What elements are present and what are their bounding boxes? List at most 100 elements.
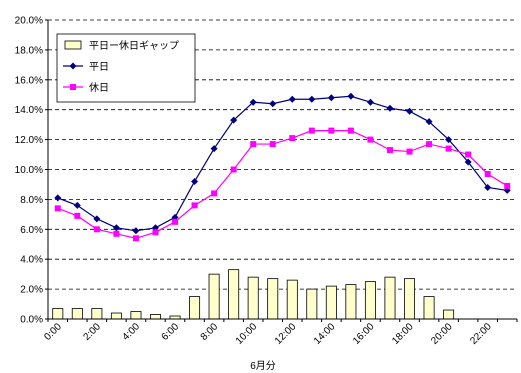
gap-bar [306,288,318,320]
weekday-point [132,227,140,235]
holiday-point [426,141,433,148]
y-tick-label: 4.0% [20,255,43,266]
gap-bar [149,314,161,320]
x-tick-labels: 0:00 2:00 4:00 6:00 8:00 10:00 12:00 14:00 16:00… [42,321,494,347]
axes [45,19,518,322]
holiday-point [406,148,413,155]
y-tick-label: 6.0% [20,225,43,236]
weekday-point [73,201,81,209]
holiday-point [172,218,179,225]
x-tick-label: 10:00 [234,321,260,347]
weekday-point [93,215,101,223]
y-tick-labels: 0.0% 2.0% 4.0% 6.0% 8.0% 10.0% 12.0% 14.0% 16.0%… [15,16,43,326]
legend-label: 休日 [89,82,109,94]
weekday-point [288,95,296,103]
gap-bar [91,308,103,320]
y-tick-label: 0.0% [20,315,43,326]
gap-bar [110,312,122,320]
y-tick-label: 14.0% [15,105,43,116]
holiday-point [191,202,198,209]
gap-bar [384,276,396,320]
x-axis-title: 6月分 [250,360,276,372]
gap-bar [208,273,220,320]
x-tick-label: 0:00 [42,321,64,343]
weekday-point [308,95,316,103]
series-line [57,95,508,232]
y-tick-label: 16.0% [15,75,43,86]
gap-bar [52,308,64,320]
holiday-point [465,151,472,158]
holiday-point [269,141,276,148]
gap-bar [286,279,298,320]
gap-bar [404,278,416,320]
legend-marker-holiday [70,84,76,90]
x-tick-label: 8:00 [199,321,221,343]
weekday-point [366,98,374,106]
x-tick-label: 4:00 [121,321,143,343]
weekday-point [484,183,492,191]
gap-bar [189,296,201,320]
holiday-point [152,229,159,236]
holiday-point [289,135,296,142]
holiday-point [211,190,218,197]
y-tick-label: 10.0% [15,165,43,176]
holiday-point [504,182,511,189]
holiday-point [93,226,100,233]
holiday-point [347,127,354,134]
x-tick-label: 16:00 [351,321,377,347]
holiday-point [367,136,374,143]
x-tick-label: 6:00 [160,321,182,343]
x-tick-label: 12:00 [273,321,299,347]
legend-label: 平日ー休日ギャップ [89,40,179,52]
gap-bar [443,309,455,320]
series-lines [54,92,511,242]
gap-bar [71,308,83,320]
weekday-point [347,92,355,100]
weekday-point [230,116,238,124]
y-tick-label: 8.0% [20,195,43,206]
legend-swatch-gap [64,40,82,50]
gap-bar [423,296,435,320]
x-tick-label: 20:00 [429,321,455,347]
holiday-point [445,145,452,152]
holiday-point [308,127,315,134]
x-tick-label: 22:00 [468,321,494,347]
y-tick-label: 2.0% [20,285,43,296]
gap-bar [364,281,376,320]
weekday-point [269,100,277,108]
holiday-point [386,147,393,154]
gap-bar [228,269,240,320]
weekday-point [406,107,414,115]
gap-bars [52,269,455,320]
holiday-point [54,205,61,212]
y-tick-label: 20.0% [15,16,43,27]
weekday-point [54,194,62,202]
holiday-point [328,127,335,134]
y-tick-label: 12.0% [15,135,43,146]
weekday-point [386,104,394,112]
gap-bar [325,285,337,320]
holiday-point [74,212,81,219]
weekday-point [249,98,257,106]
holiday-point [113,230,120,237]
legend-label: 平日 [89,62,109,73]
weekday-point [191,177,199,185]
y-tick-label: 18.0% [15,45,43,56]
x-tick-label: 14:00 [312,321,338,347]
gap-bar [130,311,142,320]
legend-marker-weekday [69,62,77,70]
x-tick-label: 2:00 [81,321,103,343]
series-line [57,130,508,239]
holiday-point [250,141,257,148]
weekday-point [210,145,218,153]
holiday-point [230,166,237,173]
weekday-point [327,94,335,102]
gap-bar [267,278,279,320]
gap-bar [345,284,357,320]
weekday-point [464,158,472,166]
gap-bar [247,276,259,320]
weekday-point [425,118,433,126]
holiday-point [132,235,139,242]
